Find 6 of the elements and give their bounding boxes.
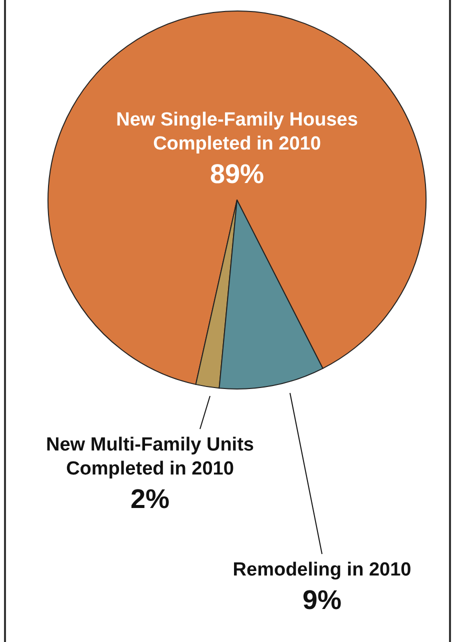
data-label: 9% — [302, 585, 342, 615]
slice-label: New Single-Family Houses Completed in 2010 — [116, 110, 358, 154]
slice-label: Remodeling in 2010 — [232, 560, 412, 580]
data-label: 89% — [210, 159, 264, 189]
data-label: 2% — [130, 484, 170, 514]
slice-label: New Multi-Family Units Completed in 2010 — [46, 434, 254, 480]
